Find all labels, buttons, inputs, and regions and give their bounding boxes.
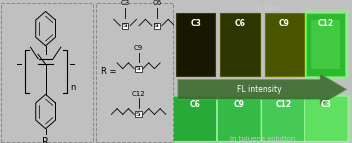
FancyBboxPatch shape (217, 96, 261, 141)
Text: C12: C12 (132, 91, 145, 97)
Bar (306, 13, 345, 76)
Text: R: R (42, 137, 49, 143)
Text: C3: C3 (120, 0, 130, 6)
Text: In toluene solution: In toluene solution (231, 136, 296, 142)
Text: C3: C3 (190, 19, 201, 28)
Text: R =: R = (101, 67, 117, 76)
Bar (261, 96, 306, 142)
Text: C12: C12 (276, 100, 291, 109)
Bar (170, 94, 220, 143)
Bar (259, 94, 308, 143)
Bar (216, 96, 262, 142)
Text: C3: C3 (321, 100, 332, 109)
Text: C9: C9 (279, 19, 290, 28)
Bar (301, 94, 351, 143)
Bar (304, 96, 349, 142)
Text: C9: C9 (234, 100, 245, 109)
Bar (220, 13, 259, 76)
Text: In film: In film (254, 4, 279, 13)
Text: n: n (70, 83, 76, 92)
Text: C12: C12 (317, 19, 333, 28)
Bar (265, 13, 304, 76)
Bar (214, 94, 264, 143)
Bar (301, 9, 349, 79)
Bar (311, 20, 340, 69)
Text: FL intensity: FL intensity (237, 85, 282, 94)
Bar (303, 11, 347, 78)
FancyBboxPatch shape (304, 96, 348, 141)
Text: Si: Si (154, 23, 159, 28)
Text: Si: Si (136, 66, 142, 71)
Text: C9: C9 (134, 45, 143, 51)
Text: C6: C6 (152, 0, 162, 6)
FancyBboxPatch shape (173, 96, 216, 141)
Text: Si: Si (136, 112, 142, 117)
Text: C6: C6 (189, 100, 200, 109)
Bar (172, 96, 217, 142)
FancyBboxPatch shape (262, 96, 306, 141)
Text: Si: Si (122, 23, 128, 28)
Bar (176, 13, 215, 76)
Text: C6: C6 (234, 19, 245, 28)
Polygon shape (178, 74, 347, 105)
